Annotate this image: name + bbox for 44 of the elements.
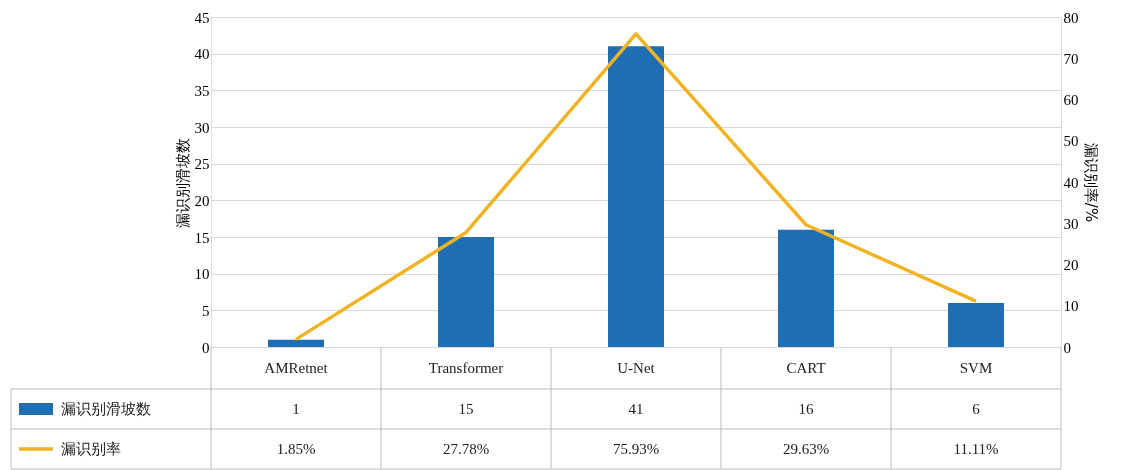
y2-tick-label: 80 — [1063, 9, 1079, 26]
y-tick-label: 25 — [194, 156, 210, 173]
y-tick-label: 40 — [194, 46, 210, 63]
data-label: 15 — [458, 401, 474, 417]
data-label: 75.93% — [612, 441, 660, 457]
data-label: 1 — [292, 401, 300, 417]
x-tick-label: U-Net — [617, 360, 656, 376]
y2-tick-label: 60 — [1063, 92, 1079, 108]
data-label: 41 — [628, 401, 644, 417]
y2-tick-label: 10 — [1063, 298, 1079, 315]
bar — [268, 339, 324, 347]
line-series — [294, 32, 978, 342]
data-label: 11.11% — [953, 441, 999, 457]
y-tick-label: 15 — [194, 229, 210, 246]
data-label: 27.78% — [442, 441, 490, 457]
y2-tick-label: 70 — [1063, 50, 1079, 67]
data-label: 16 — [798, 401, 814, 417]
y-tick-label: 10 — [194, 266, 210, 283]
x-tick-label: CART — [786, 360, 826, 376]
y-tick-label: 5 — [202, 302, 210, 319]
y-tick-label: 45 — [194, 9, 210, 26]
y-tick-label: 0 — [202, 339, 210, 356]
bar — [608, 46, 664, 347]
y2-tick-label: 20 — [1063, 257, 1079, 273]
bar — [438, 237, 494, 347]
y2-axis-title: 漏识别率/% — [1081, 142, 1100, 223]
data-label: 6 — [972, 401, 981, 417]
y-tick-label: 30 — [194, 119, 210, 136]
data-label: 29.63% — [782, 441, 830, 457]
y2-tick-label: 0 — [1063, 339, 1071, 356]
y2-tick-label: 40 — [1063, 174, 1079, 191]
bar — [948, 303, 1004, 347]
y-axis-title: 漏识别滑坡数 — [173, 137, 192, 228]
legend-label: 漏识别滑坡数 — [61, 400, 151, 418]
y2-tick-label: 50 — [1063, 133, 1079, 150]
y-tick-label: 20 — [194, 192, 210, 209]
bar — [778, 229, 834, 347]
x-tick-label: SVM — [959, 360, 993, 376]
x-tick-label: Transformer — [428, 360, 504, 376]
x-tick-label: AMRetnet — [264, 360, 329, 376]
data-label: 1.85% — [276, 441, 316, 457]
y-tick-label: 35 — [194, 82, 210, 99]
legend-label: 漏识别率 — [61, 440, 121, 458]
y2-tick-label: 30 — [1063, 215, 1079, 232]
